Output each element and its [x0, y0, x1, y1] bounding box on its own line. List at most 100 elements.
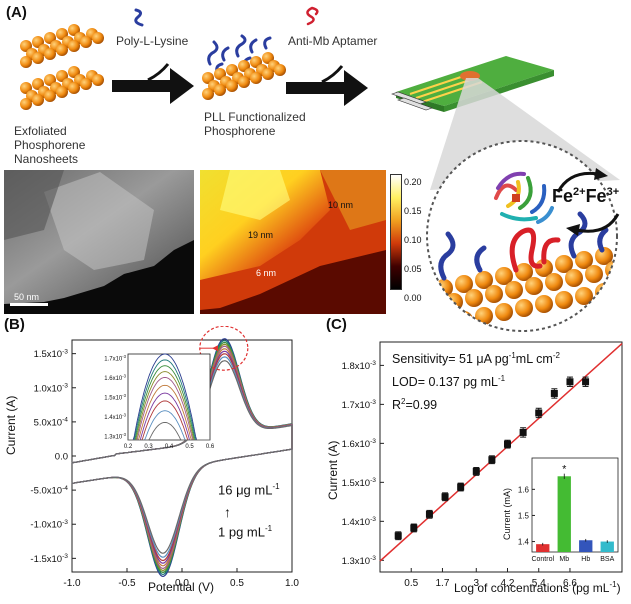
step1-arrow: [112, 63, 194, 104]
sensitivity-text: Sensitivity= 51 μA pg-1mL cm-2: [392, 346, 560, 369]
r2-text-b: =0.99: [405, 398, 438, 413]
calibration-xlabel: Log of concentrations (pg mL-1): [454, 580, 621, 595]
calibration-xtick-label: 5.4: [532, 578, 546, 589]
colorbar-tick: 0.05: [404, 264, 422, 274]
calibration-data-point: [457, 483, 465, 491]
selectivity-xtick-label: BSA: [600, 556, 614, 563]
selectivity-bar: [579, 540, 593, 552]
sensitivity-text-b: mL cm: [515, 352, 553, 367]
cv-xtick-label: 0.0: [175, 578, 189, 589]
cv-ytick-label: 1.0x10-3: [34, 382, 69, 394]
selectivity-xtick-label: Mb: [559, 556, 569, 563]
r2-text: R2=0.99: [392, 392, 560, 415]
pll-functionalized-sheet: [202, 34, 286, 100]
colorbar-tick: 0.10: [404, 235, 422, 245]
step2-arrow: [286, 65, 368, 106]
calibration-chart: 1.8x10-3 1.7x10-3 1.6x10-3 1.5x10-3 1.4x10-3…: [342, 341, 623, 589]
calibration-fit-line: [379, 343, 623, 562]
cv-inset-xtick-label: 0.3: [144, 444, 153, 450]
cv-annotation-arrow: ↑: [224, 504, 231, 520]
fe3-charge: 3+: [606, 186, 620, 198]
calibration-data-point: [582, 378, 590, 386]
r2-sup: 2: [401, 397, 406, 407]
zoomed-electrode-surface: [426, 140, 618, 332]
nanosheet-caption-line: Exfoliated: [14, 124, 67, 138]
selectivity-ytick-label: 1.4: [518, 538, 530, 547]
calibration-data-point: [488, 456, 496, 464]
calibration-xlabel-sup: -1: [609, 580, 617, 589]
afm-height-label: 10 nm: [328, 200, 354, 210]
calibration-data-point: [550, 389, 558, 397]
cv-annotation-high-sup: -1: [272, 482, 280, 491]
sem-scale-label: 50 nm: [14, 292, 40, 302]
cv-ytick-label: 0.0: [55, 452, 68, 463]
selectivity-ylabel: Current (mA): [502, 487, 512, 540]
fe3-label: Fe: [585, 186, 607, 206]
significance-star: *: [562, 463, 567, 475]
afm-image: 10 nm 19 nm 6 nm: [200, 170, 386, 314]
cv-inset-xtick-label: 0.5: [185, 444, 194, 450]
redox-label: Fe2+Fe3+: [552, 186, 619, 207]
selectivity-bar: [557, 476, 571, 552]
cv-annotation-low: 1 pg mL-1: [218, 524, 272, 539]
cv-inset-ytick-label: 1.6x10-3: [104, 374, 126, 382]
nanosheet-caption-line: Nanosheets: [14, 152, 79, 166]
calibration-plot-frame: [379, 341, 623, 573]
cv-annotation-low-sup: -1: [264, 524, 273, 533]
cv-ytick-label: -1.0x10-3: [30, 519, 68, 531]
calibration-xlabel-end: ): [616, 581, 621, 595]
selectivity-ytick-label: 1.5: [518, 511, 530, 520]
cv-inset-xtick-label: 0.6: [206, 444, 215, 450]
selectivity-inset-frame: [531, 457, 619, 553]
nanosheet-caption-line: Phosphorene: [14, 138, 86, 152]
pll-molecule-icon: [134, 8, 144, 27]
selectivity-xtick-label: Hb: [581, 556, 590, 563]
lod-text-a: LOD= 0.137 pg mL: [392, 375, 498, 390]
exfoliated-nanosheets-illustration: [20, 24, 104, 110]
pll-step-label: Poly-L-Lysine: [116, 34, 189, 48]
cv-annotation-high: 16 μg mL-1: [218, 482, 280, 497]
afm-height-label: 19 nm: [248, 230, 274, 240]
cv-inset-xtick-label: 0.4: [165, 444, 174, 450]
calibration-data-point: [410, 524, 418, 532]
cv-inset-curve: [128, 353, 210, 441]
cv-chart: 1.5x10-3 1.0x10-3 5.0x10-4 0.0 -5.0x10-4 -1.0…: [30, 326, 299, 589]
cv-inset-curve: [128, 421, 210, 441]
cv-inset-ytick-label: 1.3x10-3: [104, 432, 126, 440]
cv-inset-xtick-label: 0.2: [124, 444, 133, 450]
sensitivity-sup2: -2: [552, 351, 560, 360]
afm-colorbar: [390, 174, 402, 290]
aptamer-molecule-icon: [306, 6, 319, 26]
calibration-data-point: [566, 378, 574, 386]
cv-xtick-label: 0.5: [230, 578, 244, 589]
cv-ytick-label: 1.5x10-3: [34, 348, 69, 360]
myoglobin-protein-illustration: [494, 171, 554, 224]
aptamer-step-label: Anti-Mb Aptamer: [288, 34, 378, 48]
calibration-ytick-label: 1.8x10-3: [342, 360, 377, 372]
calibration-ylabel: Current (A): [326, 440, 340, 500]
cv-inset-ytick-label: 1.4x10-3: [104, 413, 126, 421]
fe2-charge: 2+: [573, 186, 586, 198]
selectivity-xtick-label: Control: [531, 556, 554, 563]
sensitivity-text-a: Sensitivity= 51 μA pg: [392, 352, 509, 367]
sem-image: 50 nm: [4, 170, 194, 314]
calibration-ytick-label: 1.5x10-3: [342, 477, 377, 489]
cv-ytick-label: 5.0x10-4: [34, 417, 69, 429]
colorbar-tick: 0.00: [404, 293, 422, 303]
colorbar-tick: 0.15: [404, 206, 422, 216]
cv-xtick-label: -1.0: [63, 578, 81, 589]
calibration-annotations: Sensitivity= 51 μA pg-1mL cm-2 LOD= 0.13…: [392, 346, 560, 415]
calibration-ytick-label: 1.3x10-3: [342, 555, 377, 567]
calibration-xtick-label: 6.6: [563, 578, 577, 589]
cv-ytick-label: -1.5x10-3: [30, 553, 68, 565]
pll-caption-line: PLL Functionalized: [204, 110, 306, 124]
afm-colorbar-ticks: 0.20 0.15 0.10 0.05 0.00: [404, 168, 422, 313]
selectivity-bar: [536, 544, 550, 552]
pll-caption: PLL Functionalized Phosphorene: [204, 110, 306, 138]
calibration-data-point: [472, 467, 480, 475]
calibration-data-point: [441, 493, 449, 501]
redox-cycle-icon: [556, 168, 620, 236]
r2-text-a: R: [392, 398, 402, 413]
colorbar-tick: 0.20: [404, 177, 422, 187]
cv-annotation-low-text: 1 pg mL: [218, 524, 265, 540]
